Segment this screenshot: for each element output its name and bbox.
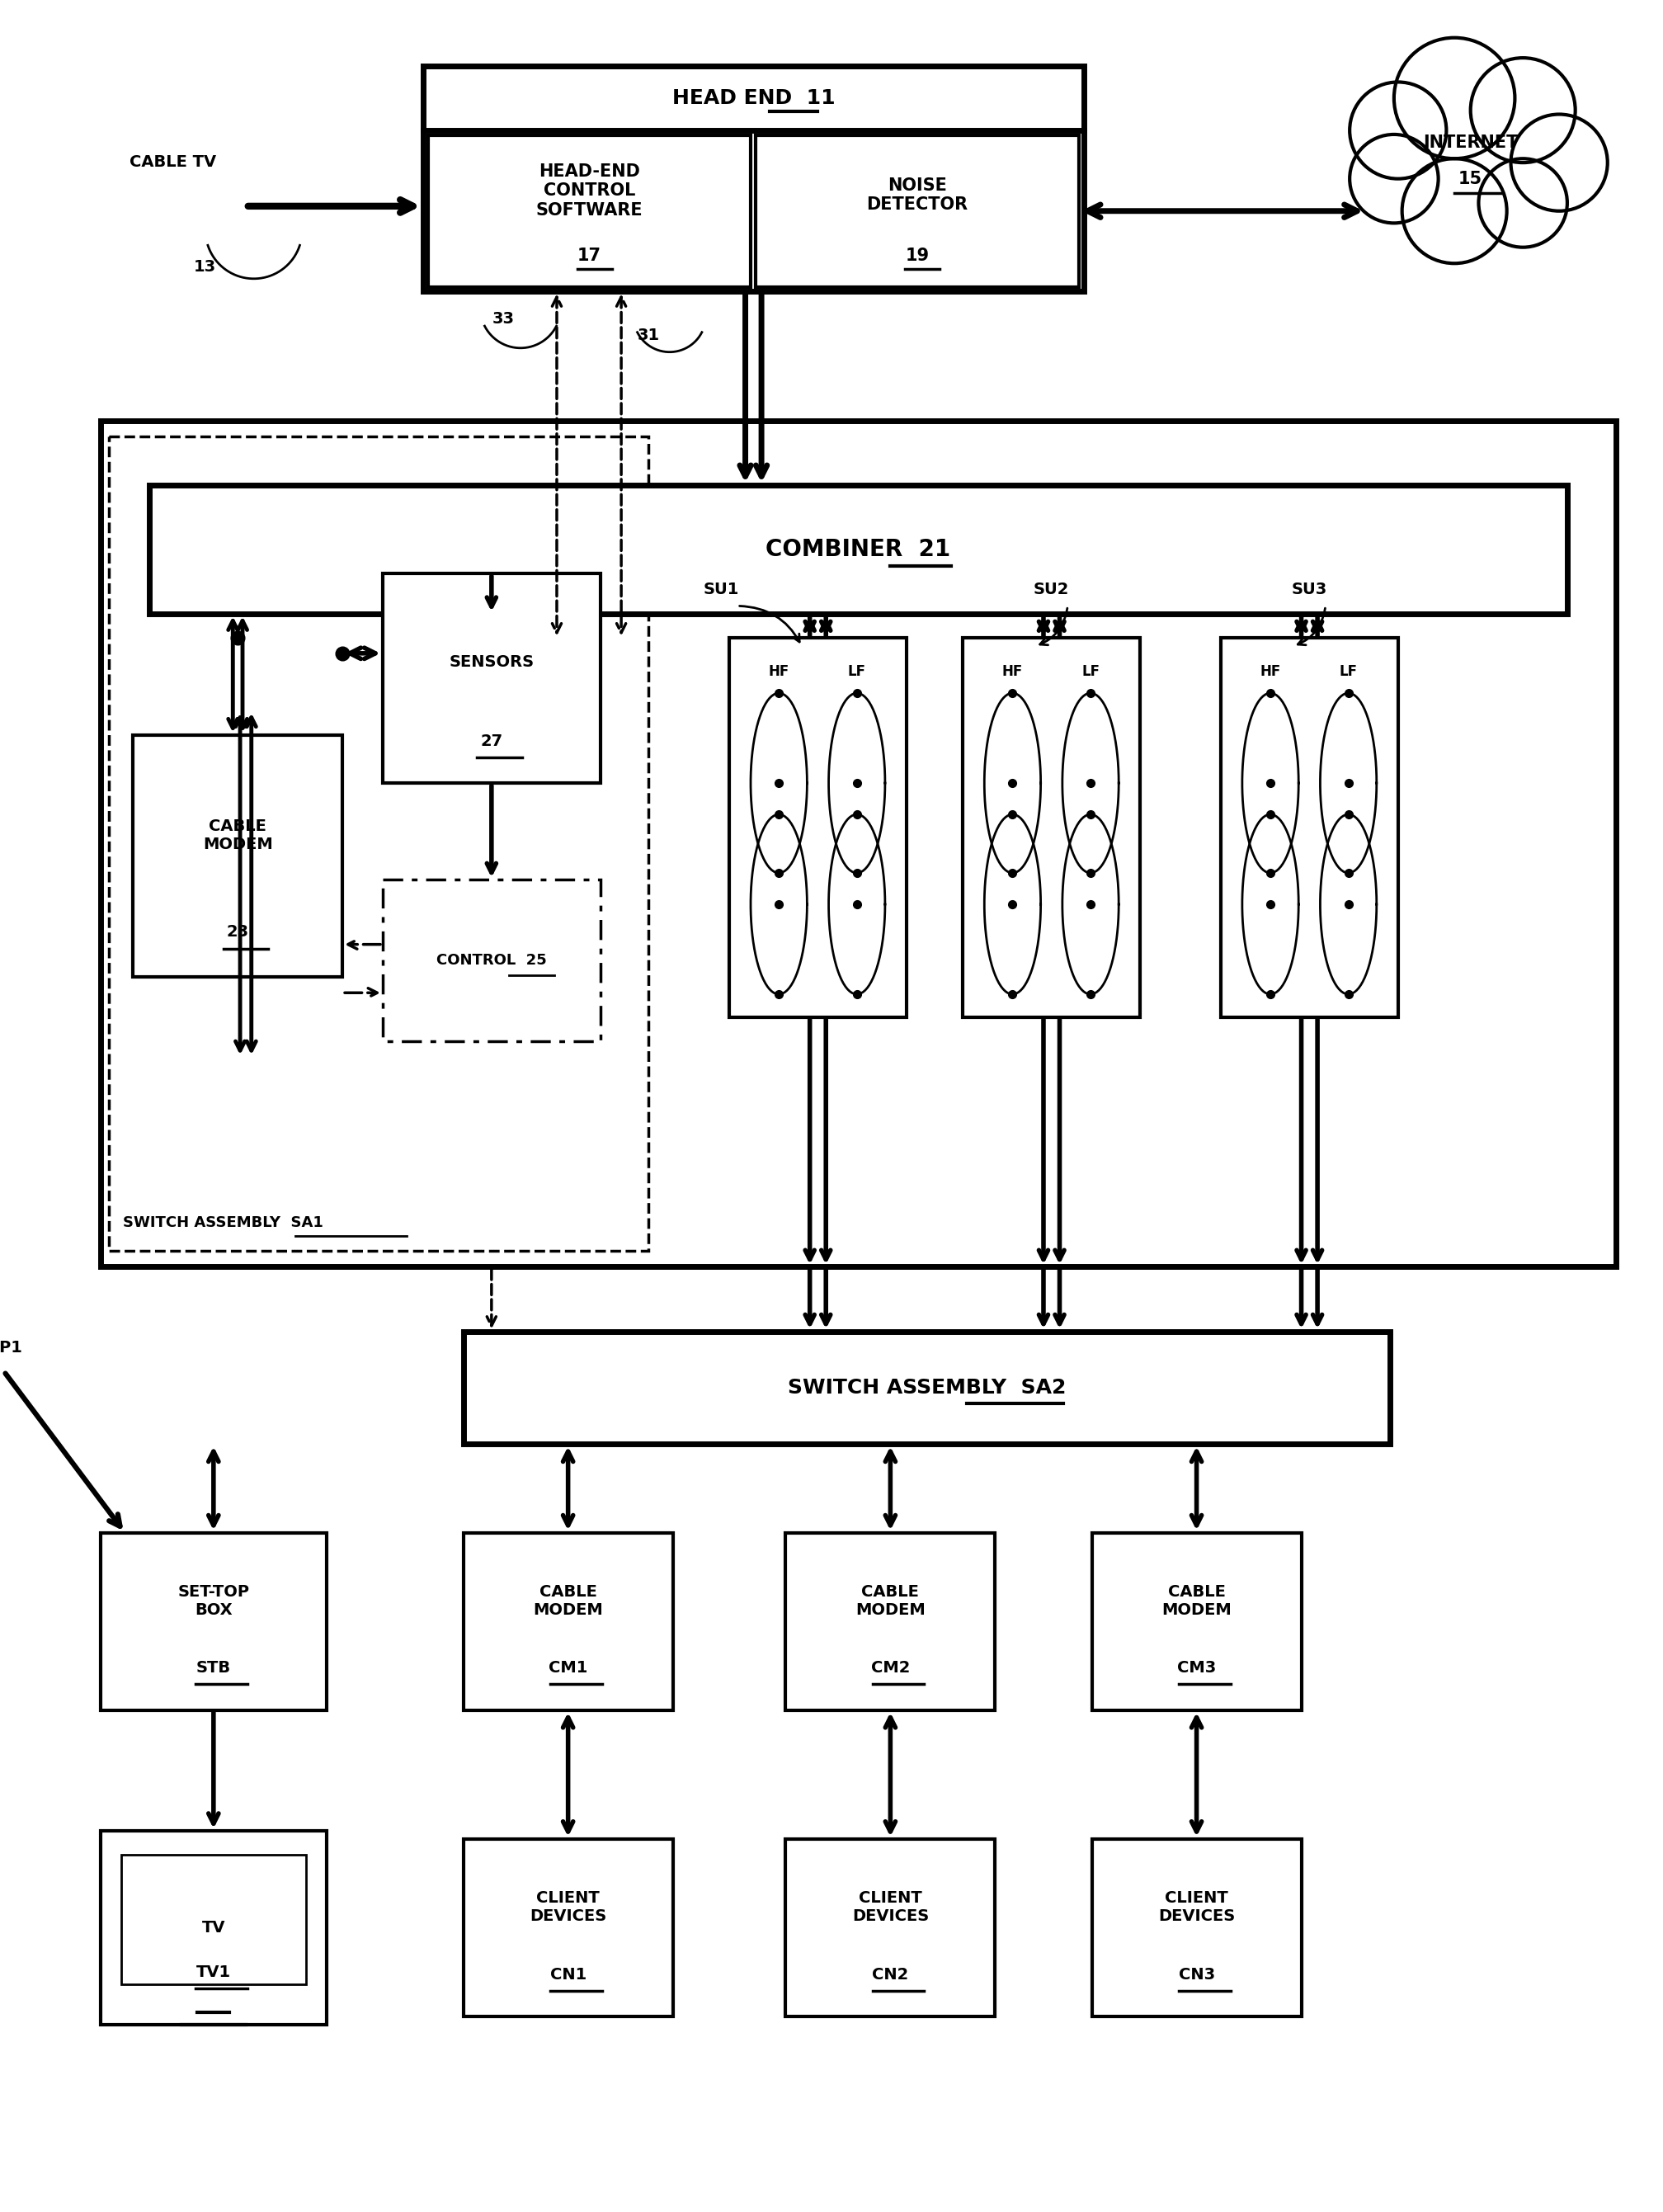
Bar [963,637,1141,1018]
Text: CONTROL  25: CONTROL 25 [436,953,547,969]
Text: 23: 23 [226,925,249,940]
Bar [121,1856,306,1984]
Bar [785,1838,994,2017]
Text: SET-TOP
BOX: SET-TOP BOX [178,1584,249,1619]
Text: CM1: CM1 [549,1661,587,1677]
Text: 33: 33 [492,312,514,327]
Text: CABLE
MODEM: CABLE MODEM [1162,1584,1232,1619]
Bar [1093,1838,1302,2017]
Bar [785,1533,994,1710]
Text: COMBINER  21: COMBINER 21 [765,538,951,562]
Bar [728,637,906,1018]
Text: LF: LF [1339,664,1357,679]
Text: HF: HF [1003,664,1023,679]
Text: CM2: CM2 [871,1661,910,1677]
Text: TV: TV [201,1920,225,1936]
Text: INTERNET: INTERNET [1424,135,1518,150]
Text: 27: 27 [481,734,502,750]
Text: CABLE TV: CABLE TV [130,155,216,170]
Text: 15: 15 [1458,170,1482,188]
Text: SU1: SU1 [703,582,738,597]
Bar [427,135,752,288]
Text: HEAD-END
CONTROL
SOFTWARE: HEAD-END CONTROL SOFTWARE [535,164,644,219]
Circle shape [1510,115,1608,210]
Bar [108,436,649,1250]
Text: CLIENT
DEVICES: CLIENT DEVICES [1157,1891,1236,1924]
Bar [101,420,1615,1267]
Text: CN3: CN3 [1179,1966,1214,1982]
Circle shape [1350,135,1438,223]
Text: AP1: AP1 [0,1340,23,1356]
Text: CLIENT
DEVICES: CLIENT DEVICES [529,1891,607,1924]
Bar [464,1838,674,2017]
Bar [382,880,600,1042]
Text: TV1: TV1 [196,1964,231,1980]
Text: 17: 17 [577,248,602,265]
Text: STB: STB [196,1661,231,1677]
Circle shape [1402,159,1507,263]
Text: LF: LF [848,664,866,679]
Circle shape [1350,82,1447,179]
Bar [150,484,1567,615]
Circle shape [1394,38,1515,159]
Text: SWITCH ASSEMBLY  SA1: SWITCH ASSEMBLY SA1 [123,1214,324,1230]
Text: CABLE
MODEM: CABLE MODEM [203,818,273,852]
Bar [464,1332,1390,1444]
Text: CABLE
MODEM: CABLE MODEM [855,1584,925,1619]
Text: LF: LF [1081,664,1099,679]
Text: HEAD END  11: HEAD END 11 [672,88,835,108]
Text: HF: HF [768,664,790,679]
Text: SU2: SU2 [1034,582,1069,597]
Bar [422,66,1084,292]
Bar [464,1533,674,1710]
Text: CM3: CM3 [1177,1661,1216,1677]
Text: SWITCH ASSEMBLY  SA2: SWITCH ASSEMBLY SA2 [788,1378,1066,1398]
Text: 13: 13 [193,259,216,274]
Bar [1221,637,1399,1018]
Circle shape [1478,159,1567,248]
Bar [755,135,1079,288]
Bar [382,573,600,783]
Bar [101,1832,326,2024]
Bar [101,1533,326,1710]
Text: CLIENT
DEVICES: CLIENT DEVICES [851,1891,930,1924]
Text: HF: HF [1261,664,1281,679]
Bar [1093,1533,1302,1710]
Text: SU3: SU3 [1292,582,1327,597]
Text: 31: 31 [637,327,660,343]
Text: NOISE
DETECTOR: NOISE DETECTOR [866,177,968,212]
Circle shape [1470,58,1575,164]
Text: SENSORS: SENSORS [449,655,534,670]
Text: CN2: CN2 [871,1966,908,1982]
Text: CN1: CN1 [550,1966,587,1982]
Bar [133,734,343,978]
Text: CABLE
MODEM: CABLE MODEM [534,1584,604,1619]
Text: 19: 19 [905,248,930,265]
